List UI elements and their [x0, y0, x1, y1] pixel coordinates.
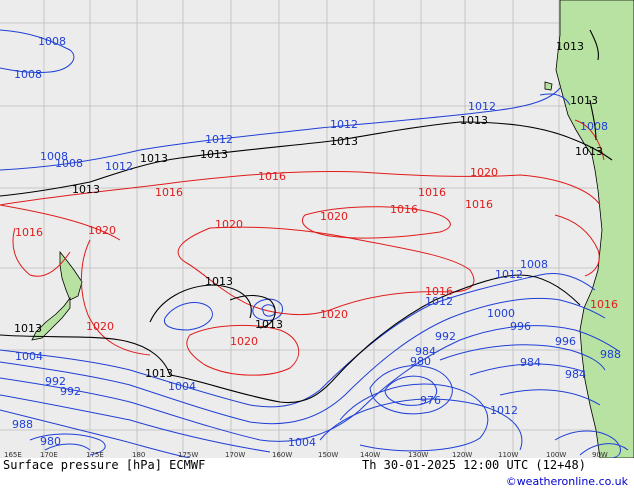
longitude-tick-label: 90W — [592, 451, 608, 459]
isobar-label-high: 1016 — [425, 285, 453, 298]
land — [31, 0, 634, 459]
footer-bar: Surface pressure [hPa] ECMWF Th 30-01-20… — [0, 458, 634, 490]
isobar-label-ref: 1013 — [145, 367, 173, 380]
isobar-label-low: 984 — [415, 345, 436, 358]
isobar-label-low: 976 — [420, 394, 441, 407]
isobar-label-low: 1008 — [55, 157, 83, 170]
longitude-tick-label: 140W — [360, 451, 380, 459]
isobar-label-low: 988 — [12, 418, 33, 431]
high-pressure-isobars — [0, 119, 605, 376]
longitude-tick-label: 175W — [178, 451, 198, 459]
galapagos-islands — [544, 81, 553, 91]
isobar-label-low: 996 — [555, 335, 576, 348]
isobar-label-low: 1012 — [105, 160, 133, 173]
isobar-label-ref: 1013 — [140, 152, 168, 165]
isobar-label-high: 1016 — [15, 226, 43, 239]
isobar-label-low: 996 — [510, 320, 531, 333]
isobar-label-low: 1004 — [168, 380, 196, 393]
map-title: Surface pressure [hPa] ECMWF — [3, 458, 206, 472]
isobar-label-low: 1008 — [40, 150, 68, 163]
isobar-label-ref: 1013 — [460, 114, 488, 127]
isobar-label-low: 1012 — [490, 404, 518, 417]
longitude-tick-label: 170E — [40, 451, 58, 459]
isobar-label-low: 1012 — [425, 295, 453, 308]
isobar-label-low: 988 — [600, 348, 621, 361]
isobar-label-low: 1008 — [520, 258, 548, 271]
longitude-tick-label: 150W — [318, 451, 338, 459]
longitude-tick-label: 120W — [452, 451, 472, 459]
isobar-label-low: 980 — [410, 355, 431, 368]
longitude-tick-label: 170W — [225, 451, 245, 459]
isobar-label-high: 1020 — [230, 335, 258, 348]
isobar-label-ref: 1013 — [575, 145, 603, 158]
reference-isobars-1013 — [0, 29, 613, 404]
isobar-label-high: 1016 — [155, 186, 183, 199]
isobar-label-ref: 1013 — [255, 318, 283, 331]
isobar-label-ref: 1013 — [14, 322, 42, 335]
isobar-label-high: 1016 — [465, 198, 493, 211]
isobar-label-low: 1008 — [14, 68, 42, 81]
ocean-background — [0, 0, 634, 458]
valid-datetime: Th 30-01-2025 12:00 UTC (12+48) — [362, 458, 586, 472]
isobar-label-ref: 1013 — [205, 275, 233, 288]
isobar-label-low: 1012 — [468, 100, 496, 113]
isobar-label-low: 1012 — [330, 118, 358, 131]
isobar-label-low: 984 — [520, 356, 541, 369]
isobar-label-low: 984 — [565, 368, 586, 381]
new-zealand-south-island — [31, 296, 71, 341]
isobar-label-high: 1020 — [470, 166, 498, 179]
isobar-label-low: 1012 — [495, 268, 523, 281]
isobar-label-high: 1020 — [88, 224, 116, 237]
isobar-label-low: 992 — [60, 385, 81, 398]
isobar-label-high: 1016 — [590, 298, 618, 311]
isobar-label-high: 1016 — [390, 203, 418, 216]
isobar-label-low: 1008 — [580, 120, 608, 133]
longitude-tick-label: 110W — [498, 451, 518, 459]
isobar-label-high: 1020 — [215, 218, 243, 231]
longitude-ticks: 165E 170E 175E 180 175W 170W 160W 150W 140W 130W 1… — [4, 451, 608, 459]
isobar-label-high: 1020 — [320, 308, 348, 321]
isobar-label-low: 1008 — [38, 35, 66, 48]
longitude-tick-label: 165E — [4, 451, 22, 459]
south-america-land — [555, 0, 634, 459]
isobar-label-high: 1016 — [418, 186, 446, 199]
isobar-label-low: 992 — [45, 375, 66, 388]
isobar-label-high: 1016 — [258, 170, 286, 183]
isobar-label-low: 1000 — [487, 307, 515, 320]
isobar-label-ref: 1013 — [72, 183, 100, 196]
longitude-tick-label: 175E — [86, 451, 104, 459]
isobar-label-ref: 1013 — [200, 148, 228, 161]
isobar-label-high: 1020 — [86, 320, 114, 333]
longitude-tick-label: 100W — [546, 451, 566, 459]
isobar-label-ref: 1013 — [570, 94, 598, 107]
isobar-label-low: 1004 — [15, 350, 43, 363]
isobar-label-high: 1020 — [320, 210, 348, 223]
isobar-label-low: 1004 — [288, 436, 316, 449]
longitude-tick-label: 130W — [408, 451, 428, 459]
isobar-label-low: 980 — [40, 435, 61, 448]
new-zealand-north-island — [59, 250, 83, 301]
isobar-label-ref: 1013 — [556, 40, 584, 53]
credit-link[interactable]: ©weatheronline.co.uk — [505, 475, 628, 488]
isobar-label-low: 1012 — [205, 133, 233, 146]
isobar-label-ref: 1013 — [330, 135, 358, 148]
longitude-tick-label: 160W — [272, 451, 292, 459]
isobar-label-low: 992 — [435, 330, 456, 343]
longitude-tick-label: 180 — [132, 451, 145, 459]
